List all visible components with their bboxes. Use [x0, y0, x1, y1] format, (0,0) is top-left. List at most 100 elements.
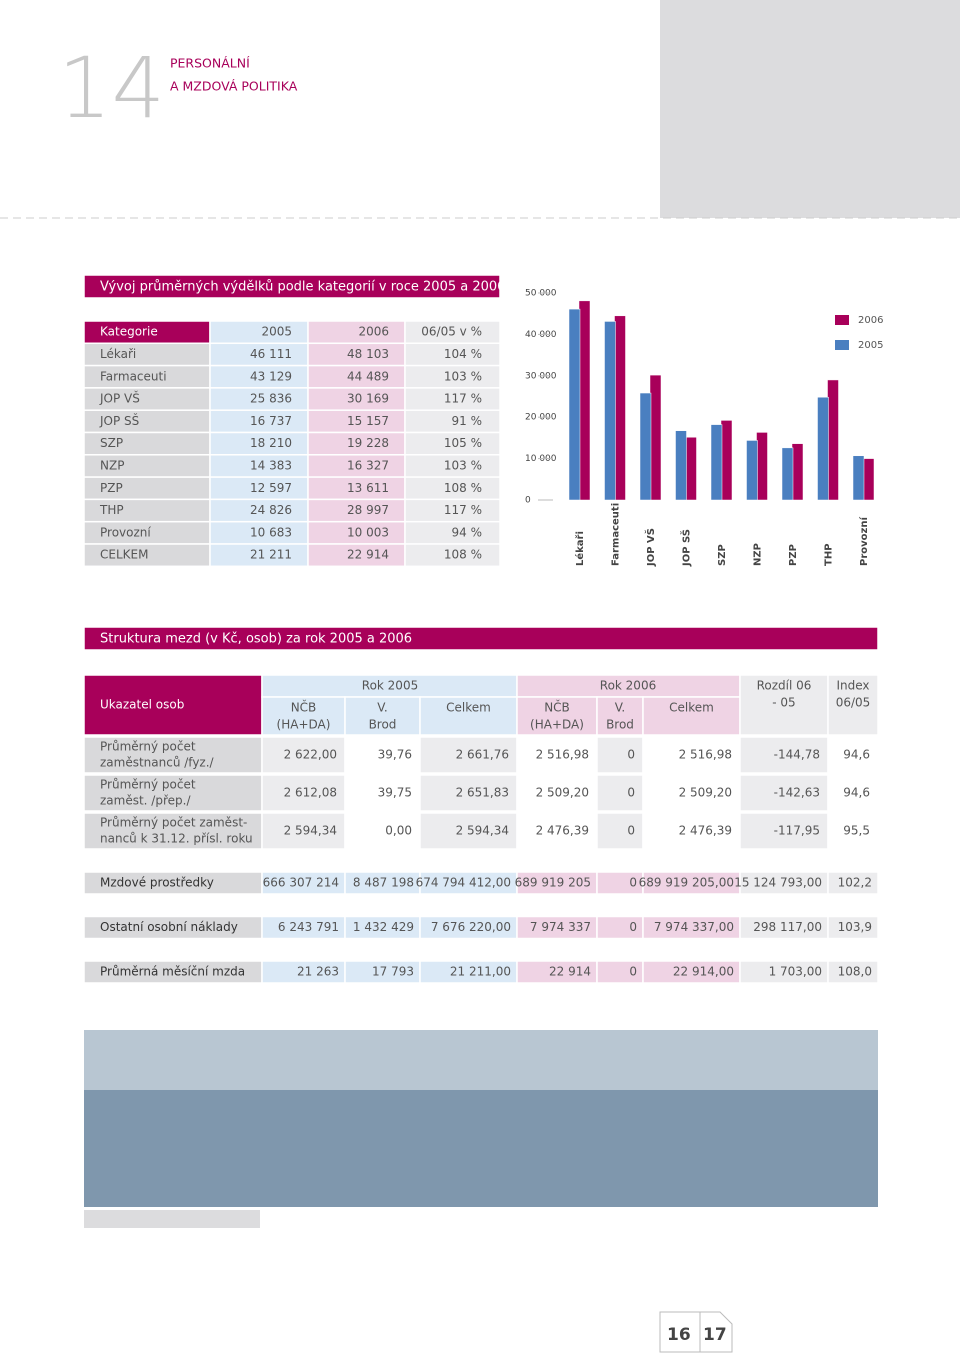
cell-text: 91 %: [452, 414, 483, 428]
cell-text: 674 794 412,00: [416, 876, 511, 890]
cell-text: zaměstnanců /fyz./: [100, 756, 215, 770]
cell-text: 21 211: [250, 548, 292, 562]
cell-text: Rok 2006: [600, 679, 656, 693]
cell: [83, 812, 263, 850]
cell: [827, 674, 879, 736]
cell: [827, 812, 879, 850]
cell-text: JOP SŠ: [99, 413, 139, 428]
cell-text: 2 612,08: [284, 786, 337, 800]
legend-swatch: [835, 340, 849, 350]
cell-text: 94 %: [452, 525, 483, 539]
cell-text: 117 %: [444, 392, 482, 406]
cell-text: Celkem: [446, 701, 491, 715]
cell-text: 10 683: [250, 525, 292, 539]
cell-text: - 05: [772, 696, 795, 710]
cell: [642, 736, 741, 774]
cell-text: Ukazatel osob: [100, 698, 184, 712]
cell-text: nanců k 31.12. přísl. roku: [100, 832, 253, 846]
cell-text: zaměst. /přep./: [100, 794, 191, 808]
cell-text: NČB: [291, 700, 317, 715]
cell-text: JOP VŠ: [99, 391, 140, 406]
cell-text: 06/05: [836, 696, 871, 710]
legend-label: 2006: [858, 315, 883, 326]
legend-label: 2005: [858, 340, 883, 351]
bar: [817, 396, 829, 501]
cell-text: Kategorie: [100, 325, 158, 339]
cell-text: 17 793: [372, 965, 414, 979]
cell-text: 94,6: [843, 748, 870, 762]
cell-text: PZP: [100, 481, 123, 495]
cell: [642, 774, 741, 812]
cell-text: 16 327: [347, 458, 389, 472]
cell-text: 22 914: [549, 965, 591, 979]
cell: [419, 696, 518, 736]
cell-text: 13 611: [347, 481, 389, 495]
cell-text: 30 169: [347, 392, 389, 406]
cell-text: 46 111: [250, 347, 292, 361]
cell-text: NČB: [544, 700, 570, 715]
cell-text: Průměrný počet zaměst-: [100, 816, 247, 830]
cell: [209, 320, 309, 345]
cell-text: -117,95: [774, 824, 820, 838]
cell-text: 16 737: [250, 414, 292, 428]
cell-text: Rozdíl 06: [757, 679, 812, 693]
cell-text: 25 836: [250, 392, 292, 406]
chapter-title: A MZDOVÁ POLITIKA: [170, 79, 298, 94]
cell: [83, 674, 263, 736]
cell: [307, 320, 406, 345]
bar: [578, 300, 591, 501]
cell-text: Index: [836, 679, 869, 693]
cell-text: SZP: [100, 436, 123, 450]
bar: [746, 440, 758, 501]
cell-text: Ostatní osobní náklady: [100, 920, 238, 934]
cell-text: 2 594,34: [284, 824, 337, 838]
cell-text: 06/05 v %: [421, 325, 482, 339]
cell-text: (HA+DA): [530, 718, 584, 732]
cell-text: 15 124 793,00: [734, 876, 822, 890]
cell-text: 21 211,00: [450, 965, 511, 979]
bar: [791, 443, 804, 501]
cell-text: 2 594,34: [456, 824, 509, 838]
cell-text: V.: [377, 701, 387, 715]
cell-text: 19 228: [347, 436, 389, 450]
cell: [404, 543, 501, 568]
cell-text: 24 826: [250, 503, 292, 517]
cell-text: Průměrný počet: [100, 740, 196, 754]
cell-text: NZP: [100, 458, 124, 472]
cell: [344, 736, 421, 774]
cell-text: 298 117,00: [753, 920, 822, 934]
bar: [614, 315, 626, 501]
cell-text: 2 651,83: [456, 786, 509, 800]
cell-text: Lékaři: [100, 347, 136, 361]
cell-text: 2006: [358, 325, 389, 339]
photo-detail: [84, 1030, 878, 1090]
cell: [642, 812, 741, 850]
cell: [596, 736, 644, 774]
cell-text: 2005: [261, 325, 292, 339]
cell-text: 14 383: [250, 458, 292, 472]
cell-text: 0: [627, 786, 635, 800]
caption-bar: [84, 1210, 260, 1228]
cell: [83, 774, 263, 812]
cell-text: 43 129: [250, 369, 292, 383]
cell-text: THP: [99, 503, 124, 517]
cell: [827, 960, 879, 984]
cell-text: 94,6: [843, 786, 870, 800]
bar: [710, 424, 723, 501]
cell: [642, 696, 741, 736]
x-tick-label: Provozní: [858, 517, 870, 566]
cell-text: 103 %: [444, 369, 482, 383]
cell-text: Provozní: [100, 525, 151, 539]
chapter-number: 14: [58, 39, 165, 137]
chapter-title: PERSONÁLNÍ: [170, 56, 250, 71]
cell: [344, 774, 421, 812]
cell-text: Rok 2005: [362, 679, 418, 693]
cell: [419, 736, 518, 774]
cell: [596, 774, 644, 812]
bar: [852, 455, 865, 501]
cell-text: 2 661,76: [456, 748, 509, 762]
cell-text: V.: [615, 701, 625, 715]
title-bar: [83, 274, 501, 299]
cell: [261, 736, 346, 774]
cell: [419, 812, 518, 850]
